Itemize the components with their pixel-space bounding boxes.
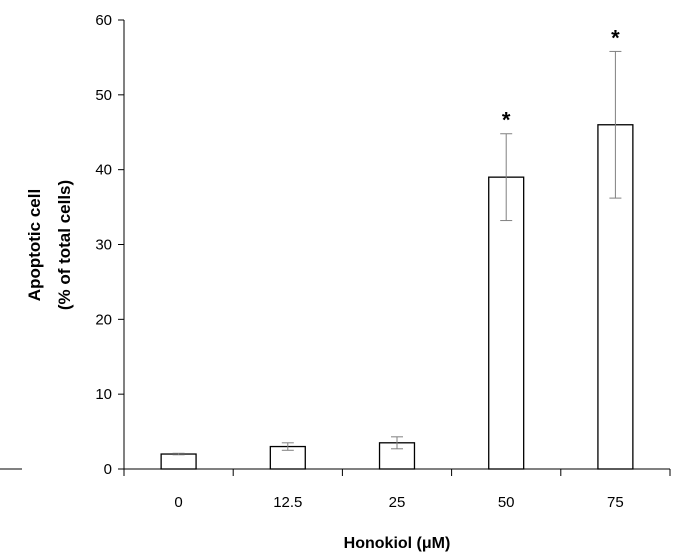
y-axis-title-line-1: Apoptotic cell bbox=[25, 189, 44, 301]
y-tick-label-20: 20 bbox=[95, 311, 112, 328]
y-axis-title: Apoptotic cell (% of total cells) bbox=[25, 180, 74, 310]
x-tick-label-12.5: 12.5 bbox=[273, 494, 302, 511]
y-tick-label-40: 40 bbox=[95, 162, 112, 179]
significance-mark-50: * bbox=[502, 108, 511, 133]
y-tick-label-50: 50 bbox=[95, 87, 112, 104]
x-axis-title: Honokiol (μM) bbox=[344, 535, 451, 552]
x-tick-label-75: 75 bbox=[607, 494, 624, 511]
y-tick-label-30: 30 bbox=[95, 237, 112, 254]
x-tick-label-25: 25 bbox=[389, 494, 406, 511]
y-axis-title-line-2: (% of total cells) bbox=[55, 180, 74, 310]
plot-area: 0 10 20 30 40 50 60 0 12.5 25 50 * 75 * bbox=[95, 12, 671, 511]
y-tick-label-60: 60 bbox=[95, 12, 112, 29]
x-tick-label-50: 50 bbox=[498, 494, 515, 511]
significance-mark-75: * bbox=[611, 25, 620, 50]
x-tick-label-0: 0 bbox=[174, 494, 182, 511]
y-tick-label-10: 10 bbox=[95, 386, 112, 403]
bar-50 bbox=[488, 176, 525, 470]
y-tick-label-0: 0 bbox=[104, 461, 112, 478]
bar-0 bbox=[160, 453, 197, 470]
